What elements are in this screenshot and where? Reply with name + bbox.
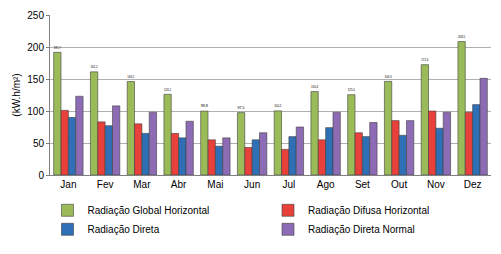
svg-text:Mai: Mai <box>207 179 223 190</box>
svg-text:Dez: Dez <box>464 179 482 190</box>
svg-text:Jun: Jun <box>244 179 260 190</box>
svg-text:100,2: 100,2 <box>274 104 282 108</box>
svg-text:146,1: 146,1 <box>127 75 135 79</box>
svg-text:Mar: Mar <box>133 179 151 190</box>
svg-text:97,5: 97,5 <box>237 106 244 110</box>
svg-text:100: 100 <box>27 106 44 117</box>
svg-text:200: 200 <box>27 42 44 53</box>
svg-text:Radiação Direta Normal: Radiação Direta Normal <box>308 224 415 235</box>
svg-text:150: 150 <box>27 74 44 85</box>
svg-text:Set: Set <box>355 179 370 190</box>
svg-text:Radiação Global Horizontal: Radiação Global Horizontal <box>88 205 210 216</box>
svg-text:172,4: 172,4 <box>421 58 429 62</box>
svg-text:Jan: Jan <box>60 179 76 190</box>
svg-text:Radiação Difusa Horizontal: Radiação Difusa Horizontal <box>308 205 429 216</box>
svg-text:Radiação Direta: Radiação Direta <box>88 224 160 235</box>
svg-text:208,5: 208,5 <box>458 35 466 39</box>
svg-text:Nov: Nov <box>427 179 445 190</box>
svg-text:(kW.h/m²): (kW.h/m²) <box>11 73 22 116</box>
svg-text:161,2: 161,2 <box>90 65 98 69</box>
svg-text:99,8: 99,8 <box>201 104 208 108</box>
svg-text:191,7: 191,7 <box>54 46 62 50</box>
svg-text:126,1: 126,1 <box>164 88 172 92</box>
svg-text:Abr: Abr <box>171 179 187 190</box>
svg-text:146,3: 146,3 <box>384 75 392 79</box>
svg-text:50: 50 <box>33 138 45 149</box>
svg-text:130,4: 130,4 <box>311 85 319 89</box>
svg-text:125,5: 125,5 <box>348 88 356 92</box>
svg-text:Out: Out <box>391 179 407 190</box>
svg-text:0: 0 <box>38 170 44 181</box>
svg-text:Fev: Fev <box>97 179 114 190</box>
svg-text:Ago: Ago <box>317 179 335 190</box>
svg-text:250: 250 <box>27 10 44 21</box>
svg-text:Jul: Jul <box>282 179 295 190</box>
